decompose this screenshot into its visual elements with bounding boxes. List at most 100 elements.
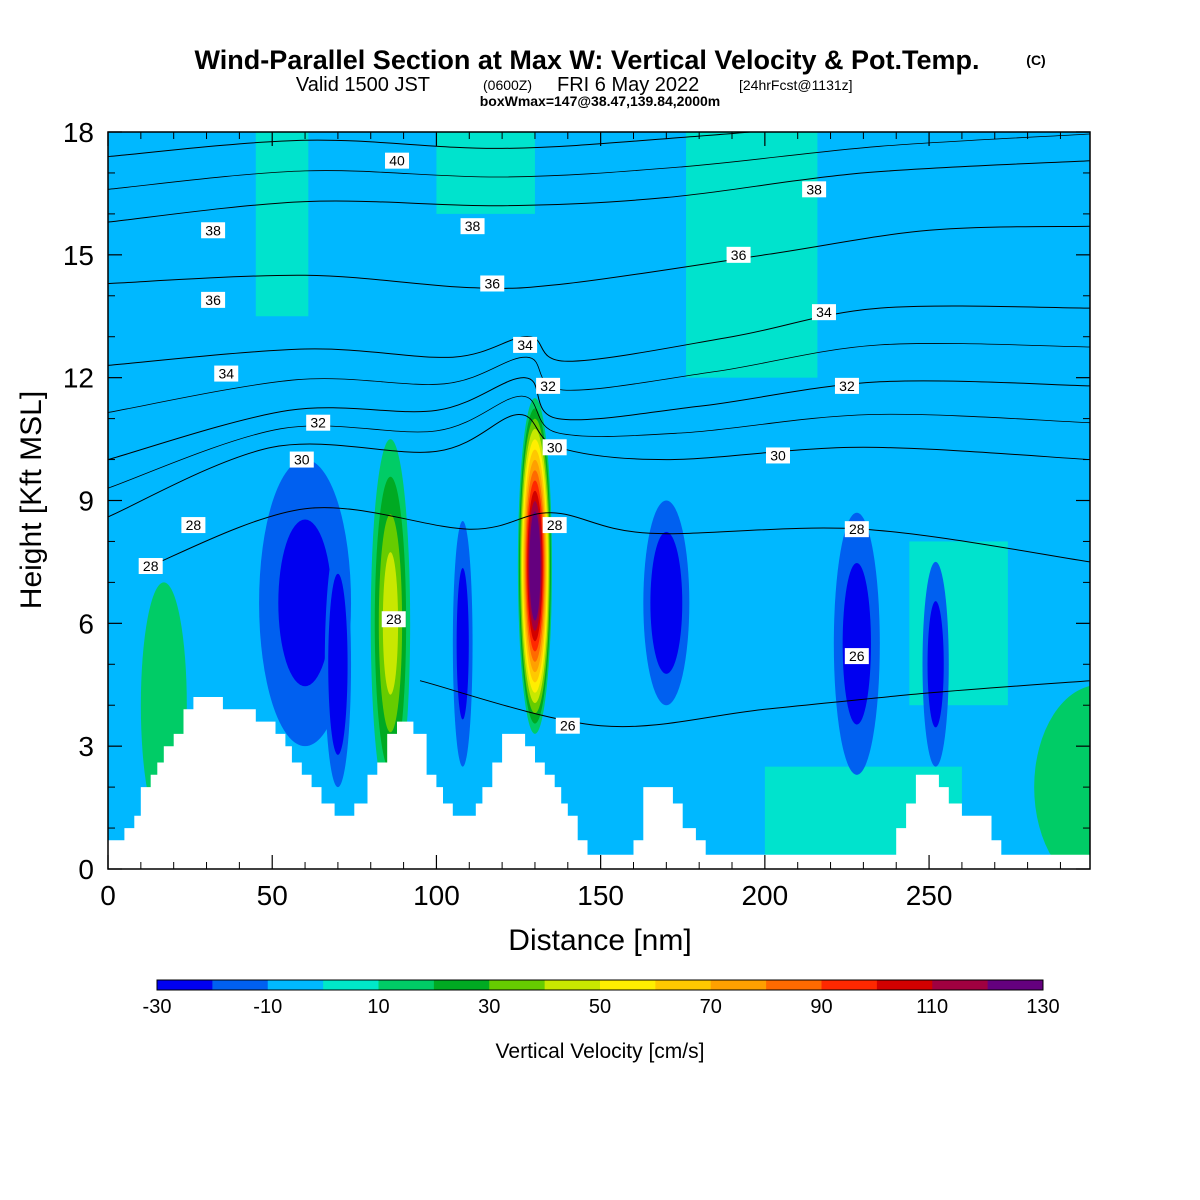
colorbar-swatch bbox=[655, 980, 712, 990]
velocity-patch bbox=[255, 132, 309, 317]
colorbar-swatch bbox=[766, 980, 822, 990]
theta-contour-label-text: 38 bbox=[465, 218, 481, 234]
theta-contour-label-box bbox=[214, 365, 239, 382]
theta-contour-label: 28 bbox=[181, 517, 206, 534]
theta-contour-label-text: 32 bbox=[310, 415, 326, 431]
copyright-mark: (C) bbox=[1026, 52, 1045, 68]
theta-contour-label: 38 bbox=[802, 181, 827, 198]
theta-contour-label-text: 30 bbox=[547, 439, 563, 455]
velocity-cell-band bbox=[456, 568, 469, 720]
theta-contour-label-text: 28 bbox=[849, 521, 865, 537]
velocity-cell bbox=[922, 561, 949, 767]
y-tick-label: 3 bbox=[78, 731, 94, 762]
theta-contour-label-box bbox=[385, 152, 410, 169]
theta-contour-26 bbox=[419, 680, 1090, 728]
colorbar-frame bbox=[156, 979, 1044, 991]
theta-contour-labels-layer: 40 38 38 38 36 36 36 34 34 34 32 32 32 30 30 30 28 28 28 28… bbox=[138, 152, 869, 734]
velocity-cell bbox=[324, 541, 352, 788]
theta-contour-label-box bbox=[765, 447, 790, 464]
theta-contour-label-box bbox=[844, 648, 869, 665]
theta-contour-label: 38 bbox=[201, 222, 226, 239]
x-axis-title: Distance [nm] bbox=[508, 924, 691, 957]
theta-contour-label: 34 bbox=[513, 336, 538, 353]
x-tick-label: 50 bbox=[257, 880, 288, 911]
colorbar-label: 50 bbox=[589, 996, 611, 1018]
theta-contour-36 bbox=[108, 225, 1090, 289]
y-tick-label: 9 bbox=[78, 486, 94, 517]
theta-contour-label-box bbox=[811, 304, 836, 321]
x-axis: 0 50 100 150 200 250 bbox=[100, 132, 1061, 911]
colorbar-label: 30 bbox=[478, 996, 500, 1018]
theta-contour-label-box bbox=[381, 611, 406, 628]
theta-contour-label: 32 bbox=[834, 377, 859, 394]
x-tick-label: 0 bbox=[100, 880, 116, 911]
theta-contour-label-text: 32 bbox=[839, 378, 855, 394]
y-tick-label: 0 bbox=[78, 854, 94, 885]
colorbar-label: 70 bbox=[700, 996, 722, 1018]
theta-contour-label-text: 38 bbox=[806, 181, 822, 197]
theta-contour-label-text: 32 bbox=[540, 378, 556, 394]
theta-contour-label-box bbox=[306, 414, 331, 431]
theta-contour-label-text: 26 bbox=[849, 648, 865, 664]
theta-contour-label-box bbox=[536, 377, 561, 394]
velocity-cell bbox=[833, 512, 880, 775]
theta-contour-label: 28 bbox=[844, 521, 869, 538]
colorbar-label: 10 bbox=[367, 996, 389, 1018]
velocity-cell bbox=[517, 398, 553, 734]
theta-contour-label: 34 bbox=[214, 365, 239, 382]
colorbar-swatch bbox=[157, 980, 213, 990]
theta-contour-label: 26 bbox=[844, 648, 869, 665]
colorbar-swatch bbox=[378, 980, 435, 990]
boxwmax-note: boxWmax=147@38.47,139.84,2000m bbox=[480, 93, 721, 109]
y-tick-label: 12 bbox=[63, 363, 94, 394]
terrain bbox=[108, 697, 1090, 869]
theta-contour-38 bbox=[108, 160, 1090, 223]
velocity-cells-layer bbox=[140, 398, 1090, 869]
velocity-cell-band bbox=[842, 563, 871, 725]
theta-contour-label-text: 38 bbox=[205, 222, 221, 238]
colorbar-label: 90 bbox=[810, 996, 832, 1018]
theta-contour-label-text: 34 bbox=[816, 304, 832, 320]
velocity-patch bbox=[436, 132, 535, 214]
theta-contour-label: 36 bbox=[726, 246, 751, 263]
theta-contour-label: 30 bbox=[765, 447, 790, 464]
theta-contour-label-text: 36 bbox=[484, 275, 500, 291]
velocity-cell bbox=[452, 520, 473, 767]
x-tick-label: 250 bbox=[906, 880, 953, 911]
colorbar-swatch bbox=[323, 980, 379, 990]
theta-contour-label-text: 36 bbox=[731, 247, 747, 263]
theta-contour-label-box bbox=[834, 377, 859, 394]
x-tick-label: 150 bbox=[577, 880, 624, 911]
theta-contour-label: 40 bbox=[385, 152, 410, 169]
theta-contour-label: 30 bbox=[542, 439, 567, 456]
velocity-patch bbox=[686, 132, 818, 378]
theta-contour-label-box bbox=[289, 451, 314, 468]
theta-contour-label-text: 30 bbox=[294, 452, 310, 468]
y-tick-label: 18 bbox=[63, 117, 94, 148]
plot-area: 40 38 38 38 36 36 36 34 34 34 32 32 32 30 30 30 28 28 28 28… bbox=[108, 132, 1090, 869]
x-tick-label: 200 bbox=[741, 880, 788, 911]
colorbar-swatch bbox=[600, 980, 656, 990]
theta-contour-label-box bbox=[138, 558, 163, 575]
theta-contour-label: 28 bbox=[381, 611, 406, 628]
theta-contour-label-text: 28 bbox=[386, 611, 402, 627]
theta-contour-label-box bbox=[802, 181, 827, 198]
theta-contour-label-text: 26 bbox=[560, 718, 576, 734]
theta-contour-label-text: 36 bbox=[205, 292, 221, 308]
theta-contour-label-box bbox=[181, 517, 206, 534]
theta-contour-label: 28 bbox=[138, 558, 163, 575]
theta-contour-label: 26 bbox=[555, 717, 580, 734]
theta-contour-label-box bbox=[201, 222, 226, 239]
theta-contour-label-box bbox=[555, 717, 580, 734]
velocity-cell-band bbox=[530, 521, 540, 611]
theta-contour-label-box bbox=[513, 336, 538, 353]
theta-contour-label-box bbox=[480, 275, 505, 292]
theta-contour-40 bbox=[108, 132, 757, 158]
velocity-cell-band bbox=[278, 519, 332, 687]
colorbar-swatch bbox=[267, 980, 324, 990]
forecast-info: [24hrFcst@1131z] bbox=[739, 77, 853, 93]
theta-contour-label-text: 28 bbox=[547, 517, 563, 533]
theta-contour-label-text: 28 bbox=[186, 517, 202, 533]
theta-contour-34 bbox=[108, 305, 1090, 366]
velocity-cell-band bbox=[657, 563, 676, 643]
